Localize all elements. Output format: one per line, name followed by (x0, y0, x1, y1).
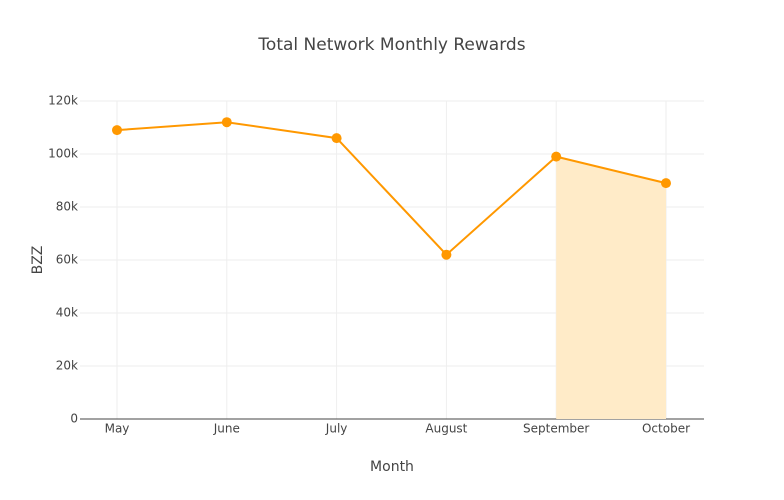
x-tick-label: September (523, 422, 589, 436)
x-tick-label: October (642, 422, 690, 436)
point (441, 249, 452, 260)
point (112, 125, 122, 136)
y-tick-label: 80k (56, 200, 78, 214)
chart-title: Total Network Monthly Rewards (257, 35, 525, 55)
area (556, 156, 666, 419)
x-axis-label: Month (370, 459, 414, 475)
y-tick-label: 20k (56, 359, 78, 373)
y-tick-label: 120k (48, 94, 78, 108)
x-tick-label: August (425, 422, 467, 436)
y-tick-label: 60k (56, 253, 78, 267)
y-tick-label: 40k (56, 306, 78, 320)
y-axis-label: BZZ (30, 246, 46, 275)
x-tick-label: May (105, 422, 130, 436)
x-tick-label: June (213, 422, 240, 436)
y-tick-label: 0 (70, 412, 78, 426)
point (331, 133, 342, 144)
point (551, 151, 562, 162)
x-tick-label: July (325, 422, 348, 436)
point (221, 117, 232, 128)
y-tick-label: 100k (48, 147, 78, 161)
line (116, 121, 667, 257)
point (661, 178, 671, 189)
